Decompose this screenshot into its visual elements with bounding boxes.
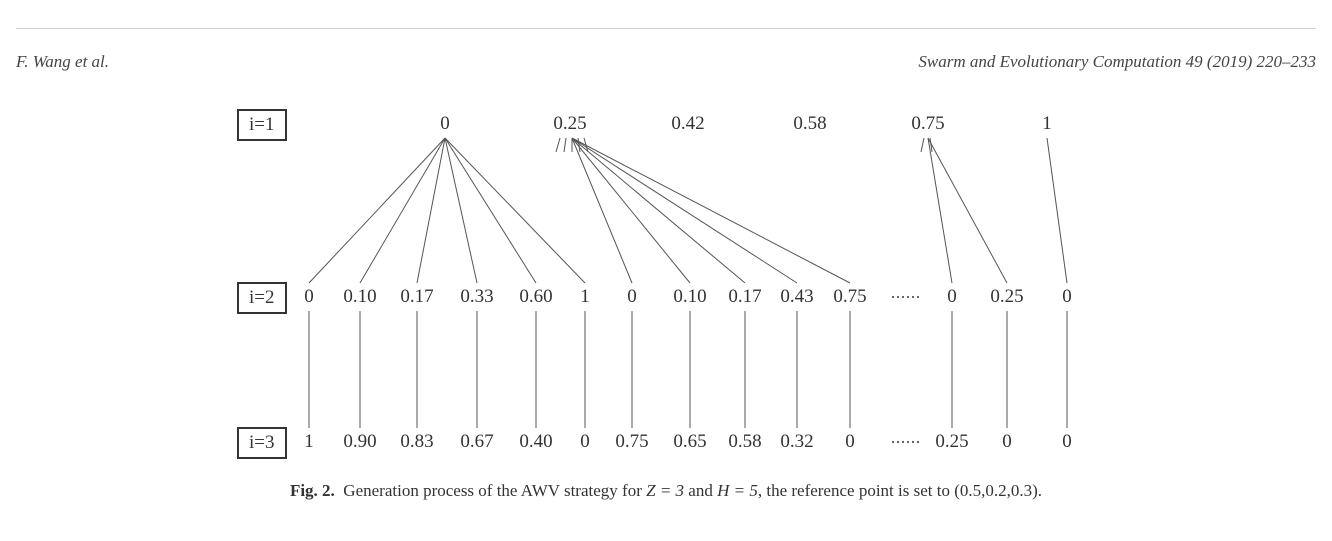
row2-node-10: 0.75 xyxy=(833,286,866,308)
row1-box: i=1 xyxy=(237,109,287,141)
row2-node-3: 0.33 xyxy=(460,286,493,308)
awv-diagram: i=1 0 0.25 0.42 0.58 0.75 1 i=2 0 0.10 0.17 0.33 0.6… xyxy=(0,92,1332,492)
row3-node-7: 0.65 xyxy=(673,431,706,453)
row2-node-13: 0 xyxy=(1062,286,1072,308)
header-journal: Swarm and Evolutionary Computation 49 (2… xyxy=(918,52,1316,72)
row1-node-1: 0.25 xyxy=(553,113,586,135)
row3-node-6: 0.75 xyxy=(615,431,648,453)
row2-node-2: 0.17 xyxy=(400,286,433,308)
row3-node-2: 0.83 xyxy=(400,431,433,453)
row3-node-13: 0 xyxy=(1062,431,1072,453)
row1-node-4: 0.75 xyxy=(911,113,944,135)
row2-node-6: 0 xyxy=(627,286,637,308)
row1-node-5: 1 xyxy=(1042,113,1052,135)
caption-text-1: Generation process of the AWV strategy f… xyxy=(343,481,646,500)
row3-node-3: 0.67 xyxy=(460,431,493,453)
header-authors: F. Wang et al. xyxy=(16,52,109,72)
caption-eq-2: H = 5 xyxy=(717,481,758,500)
row2-node-12: 0.25 xyxy=(990,286,1023,308)
row2-box: i=2 xyxy=(237,282,287,314)
caption-mid: and xyxy=(684,481,717,500)
row1-node-3: 0.58 xyxy=(793,113,826,135)
row3-node-11: 0.25 xyxy=(935,431,968,453)
row2-node-11: 0 xyxy=(947,286,957,308)
row3-box: i=3 xyxy=(237,427,287,459)
row2-node-7: 0.10 xyxy=(673,286,706,308)
row3-node-9: 0.32 xyxy=(780,431,813,453)
caption-eq-1: Z = 3 xyxy=(646,481,684,500)
header-rule xyxy=(16,28,1316,29)
row2-node-4: 0.60 xyxy=(519,286,552,308)
row3-node-8: 0.58 xyxy=(728,431,761,453)
row1-node-0: 0 xyxy=(440,113,450,135)
row2-node-1: 0.10 xyxy=(343,286,376,308)
caption-fig-label: Fig. 2. xyxy=(290,481,335,500)
row2-node-0: 0 xyxy=(304,286,314,308)
row2-node-9: 0.43 xyxy=(780,286,813,308)
row1-node-2: 0.42 xyxy=(671,113,704,135)
row3-node-1: 0.90 xyxy=(343,431,376,453)
caption-text-2: , the reference point is set to (0.5,0.2… xyxy=(758,481,1042,500)
figure-caption: Fig. 2. Generation process of the AWV st… xyxy=(0,481,1332,501)
row3-node-4: 0.40 xyxy=(519,431,552,453)
row2-node-5: 1 xyxy=(580,286,590,308)
row3-node-0: 1 xyxy=(304,431,314,453)
row3-node-5: 0 xyxy=(580,431,590,453)
row2-node-8: 0.17 xyxy=(728,286,761,308)
row3-node-12: 0 xyxy=(1002,431,1012,453)
row3-node-10: 0 xyxy=(845,431,855,453)
